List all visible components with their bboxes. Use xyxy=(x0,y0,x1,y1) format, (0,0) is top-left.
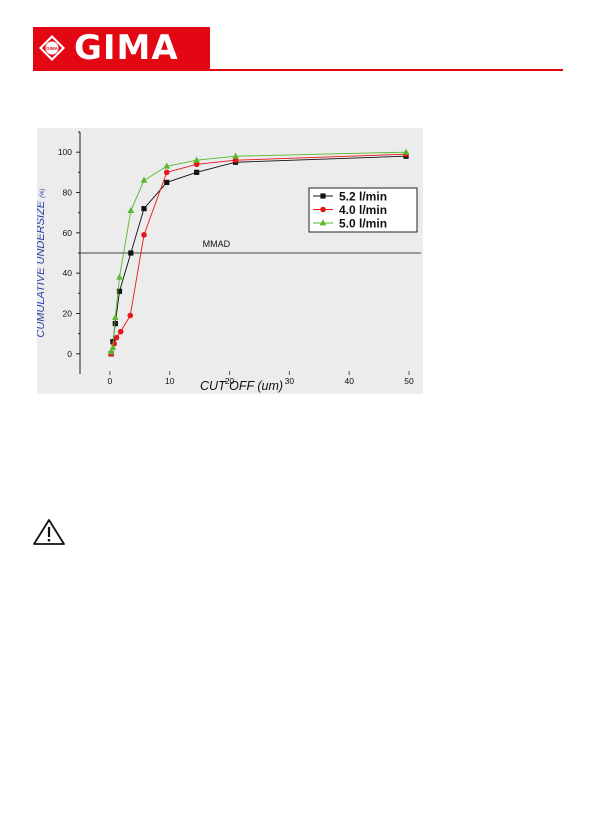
data-point xyxy=(402,148,410,155)
data-point xyxy=(193,161,200,168)
legend-label: 5.0 l/min xyxy=(339,217,387,231)
warning-triangle-icon xyxy=(32,518,66,551)
x-tick-label: 30 xyxy=(285,376,295,386)
mmad-reference: MMAD xyxy=(80,239,421,254)
legend-label: 5.2 l/min xyxy=(339,190,387,204)
x-tick-label: 0 xyxy=(108,376,113,386)
x-tick-label: 40 xyxy=(344,376,354,386)
data-point xyxy=(116,273,123,280)
y-tick-label: 0 xyxy=(67,349,72,359)
data-point xyxy=(127,312,134,319)
data-point xyxy=(111,313,119,320)
data-point xyxy=(107,348,115,355)
y-tick-label: 60 xyxy=(63,228,73,238)
legend-label: 4.0 l/min xyxy=(339,203,387,217)
series-line xyxy=(110,151,407,352)
data-point xyxy=(164,179,170,186)
data-point xyxy=(163,169,170,176)
y-tick-label: 40 xyxy=(63,268,73,278)
data-point xyxy=(232,152,239,159)
brand-emblem-icon: GIMA xyxy=(38,34,66,62)
series-2 xyxy=(108,151,409,357)
data-point xyxy=(163,162,171,169)
legend-marker xyxy=(320,206,326,213)
series-line xyxy=(110,155,407,354)
x-tick-label: 10 xyxy=(165,376,175,386)
data-point xyxy=(141,232,147,238)
data-point xyxy=(113,334,120,341)
y-axis-label: CUMULATIVE UNDERSIZE (%) xyxy=(37,189,47,338)
data-point xyxy=(128,250,134,256)
chart-panel: 0 20 40 60 80 100 0 10 20 30 40 50 MMAD 5.2 l/min 4.… xyxy=(37,128,423,394)
data-point xyxy=(232,157,239,164)
brand-name: GIMA xyxy=(74,28,179,68)
y-tick-label: 20 xyxy=(63,309,73,319)
legend-marker xyxy=(319,219,327,226)
y-tick-label: 100 xyxy=(58,147,72,157)
data-point xyxy=(140,176,148,183)
data-point xyxy=(117,328,124,335)
data-point xyxy=(116,288,123,294)
data-point xyxy=(112,320,118,327)
series-1 xyxy=(108,153,409,357)
data-point xyxy=(141,206,147,212)
emblem-text: GIMA xyxy=(46,46,58,51)
header-divider xyxy=(33,69,563,71)
x-tick-label: 20 xyxy=(225,376,235,386)
y-axis-label-group: CUMULATIVE UNDERSIZE (%) xyxy=(37,189,47,338)
chart-series xyxy=(107,148,410,357)
y-axis-unit: (%) xyxy=(40,189,46,198)
data-point xyxy=(194,169,200,175)
series-3 xyxy=(107,148,410,355)
data-point xyxy=(127,207,135,214)
particle-size-chart: 0 20 40 60 80 100 0 10 20 30 40 50 MMAD 5.2 l/min4.… xyxy=(37,131,421,393)
brand-logo: GIMA GIMA xyxy=(33,27,210,69)
series-line xyxy=(110,153,407,354)
x-tick-label: 50 xyxy=(404,376,414,386)
mmad-label: MMAD xyxy=(203,239,231,249)
legend-marker xyxy=(320,193,326,199)
data-point xyxy=(109,344,117,351)
x-axis-label: CUT OFF (um) xyxy=(200,379,283,393)
legend-box xyxy=(308,187,418,233)
data-point xyxy=(193,156,200,163)
y-tick-label: 80 xyxy=(63,188,73,198)
y-axis-label-text: CUMULATIVE UNDERSIZE xyxy=(37,200,47,337)
